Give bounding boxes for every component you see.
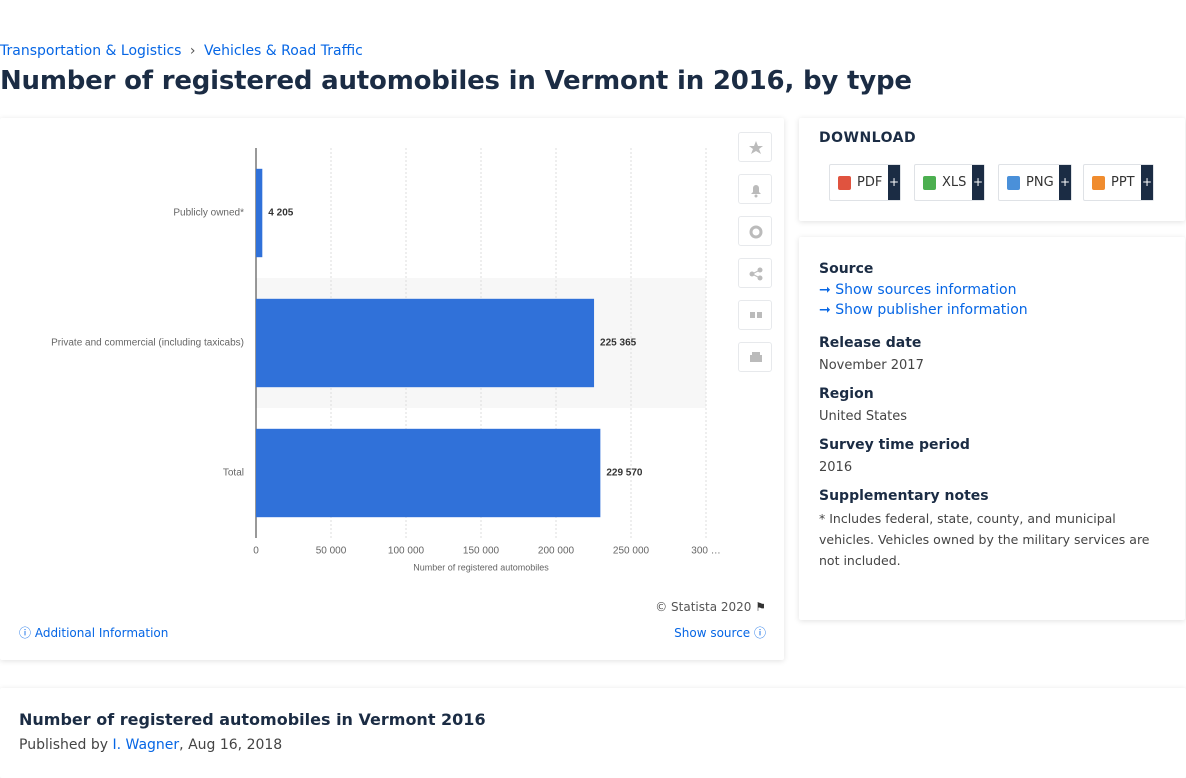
detail-label: Region — [819, 386, 874, 402]
x-axis-title: Number of registered automobiles — [413, 562, 549, 572]
detail-value: November 2017 — [819, 358, 924, 373]
plus: + — [1141, 165, 1153, 200]
details-card: Source ➞ Show sources information ➞ Show… — [799, 237, 1185, 620]
show-source-link[interactable]: Show source ⓘ — [674, 626, 766, 640]
x-tick-label: 250 000 — [613, 546, 650, 557]
sources-link[interactable]: ➞ Show sources information — [819, 282, 1017, 298]
detail-label: Release date — [819, 335, 922, 351]
alert-button[interactable] — [738, 174, 772, 204]
bar — [256, 428, 601, 518]
x-tick-label: 150 000 — [463, 546, 500, 557]
chart: 0 50 000 100 000 150 000 200 000 250 000 300 …… — [51, 148, 720, 572]
cite-button[interactable] — [738, 300, 772, 330]
publish-date: , Aug 16, 2018 — [179, 737, 283, 753]
breadcrumb: Transportation & Logistics › Vehicles & … — [0, 43, 363, 59]
source-heading: Source — [819, 261, 874, 277]
detail-label: Survey time period — [819, 437, 970, 453]
detail-label: Supplementary notes — [819, 488, 989, 504]
x-tick-label: 0 — [253, 546, 259, 557]
chart-card: 0 50 000 100 000 150 000 200 000 250 000 300 …… — [0, 118, 784, 660]
footer-title: Number of registered automobiles in Verm… — [19, 710, 486, 729]
publish-info: Published by I. Wagner, Aug 16, 2018 — [19, 737, 1167, 753]
plus: + — [1059, 165, 1071, 200]
detail-value: 2016 — [819, 460, 853, 475]
published-by: Published by — [19, 737, 109, 753]
button-label: PNG — [1026, 175, 1054, 190]
additional-info-text: Additional Information — [34, 626, 169, 640]
download-png[interactable]: PNG + — [998, 164, 1072, 201]
detail-value: * Includes federal, state, county, and m… — [819, 511, 1150, 568]
settings-button[interactable] — [738, 216, 772, 246]
download-ppt[interactable]: PPT + — [1083, 164, 1154, 201]
additional-info-link[interactable]: ⓘ Additional Information — [19, 626, 169, 640]
page-title: Number of registered automobiles in Verm… — [0, 66, 912, 96]
x-tick-label: 50 000 — [316, 546, 347, 557]
detail-value: United States — [819, 409, 908, 424]
credit-text: © Statista 2020 — [655, 600, 752, 614]
show-source-text: Show source — [674, 626, 751, 640]
breadcrumb-link[interactable]: Transportation & Logistics — [0, 43, 182, 59]
breadcrumb-separator: › — [189, 43, 196, 59]
download-pdf[interactable]: PDF + — [829, 164, 901, 201]
plus: + — [972, 165, 984, 200]
y-tick-label: Total — [223, 468, 244, 479]
bar — [256, 298, 595, 388]
download-heading: DOWNLOAD — [819, 130, 917, 146]
favorite-button[interactable] — [738, 132, 772, 162]
link-text: Show publisher information — [835, 302, 1028, 318]
button-label: XLS — [942, 175, 967, 190]
credit: © Statista 2020 ⚑ — [655, 600, 766, 614]
link-text: Show sources information — [835, 282, 1017, 298]
breadcrumb-link[interactable]: Vehicles & Road Traffic — [203, 43, 363, 59]
y-tick-label: Private and commercial (including taxica… — [51, 338, 244, 349]
plus: + — [888, 165, 900, 200]
value-label: 4 205 — [268, 208, 293, 219]
bar — [256, 168, 263, 258]
button-label: PDF — [857, 175, 883, 190]
y-tick-label: Publicly owned* — [173, 208, 244, 219]
value-label: 229 570 — [606, 468, 643, 479]
author-link[interactable]: I. Wagner — [112, 737, 180, 753]
page: Transportation & Logistics › Vehicles & … — [0, 43, 1185, 753]
x-tick-label: 100 000 — [388, 546, 425, 557]
publisher-link[interactable]: ➞ Show publisher information — [819, 302, 1028, 318]
footer-card: Number of registered automobiles in Verm… — [0, 688, 1186, 778]
share-button[interactable] — [738, 258, 772, 288]
value-label: 225 365 — [600, 338, 637, 349]
x-tick-label: 200 000 — [538, 546, 575, 557]
download-xls[interactable]: XLS + — [914, 164, 985, 201]
x-tick-label: 300 … — [691, 546, 720, 557]
button-label: PPT — [1111, 175, 1135, 190]
print-button[interactable] — [738, 342, 772, 372]
